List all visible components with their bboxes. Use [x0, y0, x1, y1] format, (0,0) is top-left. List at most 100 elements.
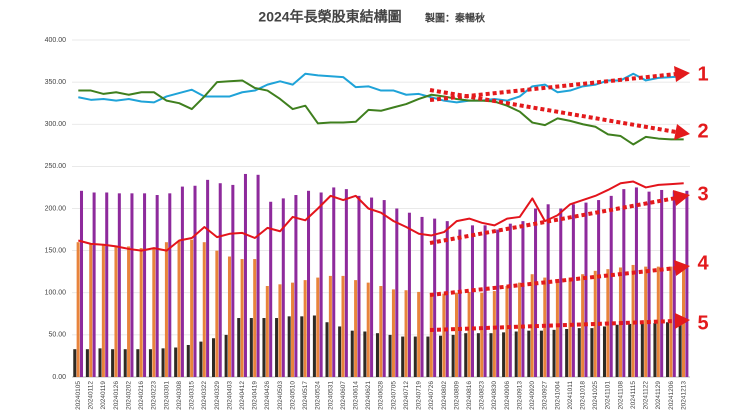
bar: [571, 204, 575, 377]
bar: [568, 277, 572, 377]
line: [78, 72, 684, 104]
bar: [281, 198, 285, 377]
bar: [275, 318, 279, 377]
annotation: 2: [697, 120, 708, 142]
bar: [332, 187, 336, 377]
x-tick-label: 20240524: [315, 381, 322, 410]
bar: [546, 204, 550, 377]
bar: [224, 334, 228, 377]
bar: [647, 191, 651, 377]
x-tick-label: 20240119: [100, 381, 107, 410]
x-tick-label: 20240906: [504, 381, 511, 410]
bar: [407, 212, 411, 377]
bar: [73, 349, 77, 377]
bar: [307, 190, 311, 377]
bar: [489, 333, 493, 377]
bar: [492, 291, 496, 377]
y-tick-label: 0.00: [52, 374, 66, 381]
x-tick-label: 20240308: [176, 381, 183, 410]
bar: [483, 225, 487, 377]
bar: [555, 279, 559, 377]
bar: [206, 179, 210, 377]
annotation: 4: [697, 252, 709, 274]
x-tick-label: 20240927: [542, 381, 549, 410]
bar: [231, 184, 235, 377]
bar: [218, 183, 222, 377]
x-tick-label: 20240412: [239, 381, 246, 410]
bar: [628, 323, 632, 377]
x-tick-label: 20240607: [340, 381, 347, 410]
bar: [177, 240, 181, 377]
arrow-head: [674, 260, 690, 276]
bar: [565, 328, 569, 377]
arrow: [429, 196, 677, 245]
bar: [470, 225, 474, 377]
x-tick-label: 20241011: [567, 381, 574, 410]
bar: [577, 328, 581, 377]
chart-title: 2024年長榮股東結構圖: [258, 9, 401, 25]
bar: [552, 329, 556, 377]
bar: [454, 292, 459, 377]
x-tick-label: 20240510: [289, 381, 296, 410]
x-tick-label: 20240301: [163, 381, 170, 410]
bar: [249, 318, 253, 377]
x-tick-label: 20240126: [113, 381, 120, 410]
bar: [114, 246, 118, 377]
bar: [300, 316, 304, 377]
x-tick-label: 20241025: [592, 381, 599, 410]
bar: [155, 195, 159, 377]
annotation: 3: [697, 183, 708, 205]
bar: [388, 334, 392, 377]
bar: [265, 286, 269, 377]
bar: [464, 333, 468, 377]
arrow-head: [674, 66, 690, 82]
bar: [240, 259, 244, 377]
x-tick-label: 20240202: [125, 381, 132, 410]
bar: [101, 244, 105, 377]
bar: [602, 326, 607, 377]
bar: [622, 189, 626, 377]
x-tick-label: 20240719: [416, 381, 423, 410]
bar: [366, 282, 370, 377]
x-tick-label: 20240920: [529, 381, 536, 410]
bar: [354, 280, 358, 377]
bar: [76, 242, 80, 377]
bar: [199, 341, 203, 377]
chart-subtitle: 製圖：秦暢秋: [424, 12, 486, 25]
bar: [656, 266, 660, 377]
y-tick-label: 350.00: [45, 79, 67, 86]
x-tick-label: 20240809: [453, 381, 460, 410]
bar: [168, 193, 172, 377]
bar: [105, 192, 109, 377]
bar: [505, 286, 509, 377]
bar: [615, 324, 619, 377]
bar: [429, 292, 433, 377]
bar: [609, 195, 613, 377]
x-tick-label: 20240712: [403, 381, 410, 410]
bar: [319, 192, 323, 377]
x-tick-label: 20240329: [214, 381, 221, 410]
line: [78, 180, 684, 252]
bar: [660, 189, 664, 377]
bar: [395, 208, 399, 377]
x-tick-label: 20240503: [277, 381, 284, 410]
bar: [678, 322, 682, 377]
bar: [559, 208, 563, 377]
arrow-head: [673, 190, 690, 206]
bar: [458, 229, 462, 377]
bar: [433, 218, 437, 377]
x-tick-label: 20240823: [479, 381, 486, 410]
annotation: 1: [697, 63, 708, 85]
bar: [467, 291, 471, 377]
annotation-arrows: [429, 66, 690, 332]
bar: [186, 344, 190, 377]
arrow-head: [675, 313, 690, 329]
bar: [303, 280, 307, 377]
bar: [148, 349, 152, 377]
bar: [445, 221, 449, 377]
bar: [508, 223, 512, 377]
bar: [426, 336, 430, 377]
x-tick-label: 20240913: [516, 381, 523, 410]
bar: [89, 243, 93, 377]
bar: [417, 291, 421, 377]
